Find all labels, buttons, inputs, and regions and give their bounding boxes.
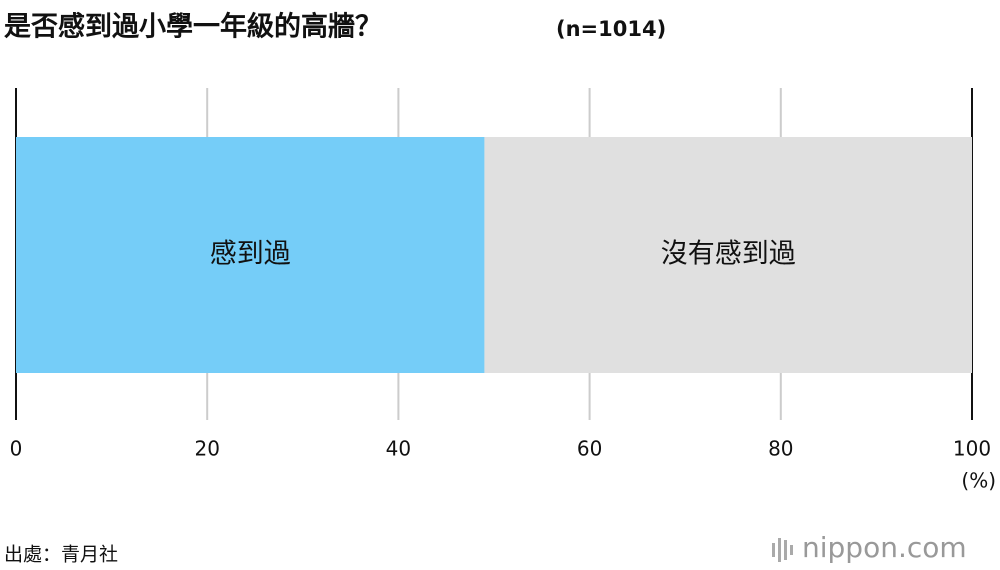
chart-note: (n=1014) <box>556 17 666 41</box>
bar-segment <box>16 137 485 373</box>
x-tick-label: 20 <box>194 437 219 461</box>
chart-title: 是否感到過小學一年級的高牆？ <box>4 11 382 43</box>
segment-label: 沒有感到過 <box>661 239 796 270</box>
x-tick-label: 100 <box>953 437 991 461</box>
x-tick-label: 40 <box>386 437 411 461</box>
logo: nippon.com <box>802 531 967 564</box>
x-tick-label: 60 <box>577 437 602 461</box>
logo-icon <box>772 538 793 562</box>
x-axis-label: (%) <box>961 469 996 493</box>
x-tick-label: 80 <box>768 437 793 461</box>
x-tick-label: 0 <box>10 437 23 461</box>
bar-segment <box>484 137 972 373</box>
source: 出處：青月社 <box>4 544 118 566</box>
segment-label: 感到過 <box>210 239 291 270</box>
